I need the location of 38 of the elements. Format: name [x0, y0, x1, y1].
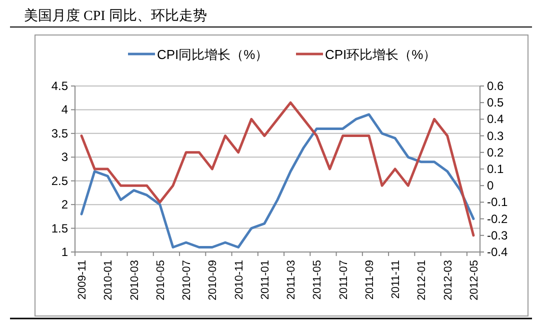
y-tick-label: 2.5 — [51, 174, 68, 188]
y2-tick-label: 0.1 — [487, 162, 504, 176]
y2-tick-label: -0.4 — [487, 245, 508, 259]
y-tick-label: 3 — [61, 150, 68, 164]
x-tick-label: 2012-01 — [416, 260, 428, 300]
x-tick-label: 2010-11 — [233, 260, 246, 300]
legend-label: CPI同比增长（%） — [157, 47, 268, 62]
y2-tick-label: 0 — [487, 178, 494, 193]
y2-tick-label: 0.5 — [487, 96, 504, 110]
y2-tick-label: -0.1 — [487, 195, 508, 210]
y2-tick-label: -0.3 — [487, 228, 508, 242]
y-tick-label: 4 — [61, 102, 68, 117]
x-tick-label: 2010-07 — [181, 260, 194, 300]
y2-tick-label: 0.3 — [487, 128, 504, 143]
x-tick-label: 2011-05 — [312, 260, 324, 300]
y2-tick-label: 0.2 — [487, 145, 504, 160]
x-tick-label: 2010-03 — [128, 260, 141, 300]
y-tick-label: 3.5 — [51, 126, 68, 140]
chart-title: 美国月度 CPI 同比、环比走势 — [24, 8, 207, 24]
x-tick-label: 2009-11 — [76, 260, 89, 300]
y-tick-label: 1 — [61, 245, 68, 259]
y2-tick-label: 0.6 — [487, 79, 504, 93]
y-tick-label: 4.5 — [51, 79, 68, 93]
y-tick-label: 1.5 — [51, 221, 68, 236]
y-tick-label: 2 — [61, 198, 68, 212]
x-tick-label: 2010-01 — [102, 260, 115, 300]
x-tick-label: 2012-03 — [442, 260, 454, 300]
x-tick-label: 2011-07 — [338, 260, 350, 300]
x-tick-label: 2010-09 — [207, 260, 220, 300]
x-tick-label: 2011-01 — [259, 260, 272, 300]
x-tick-label: 2010-05 — [154, 260, 167, 300]
y2-tick-label: -0.2 — [487, 212, 508, 226]
x-tick-label: 2011-09 — [364, 260, 376, 300]
x-tick-label: 2011-11 — [390, 260, 402, 299]
x-tick-label: 2011-03 — [286, 260, 298, 300]
legend-label: CPI环比增长（%） — [325, 47, 436, 62]
y2-tick-label: 0.4 — [487, 112, 504, 126]
x-tick-label: 2012-05 — [468, 260, 480, 300]
